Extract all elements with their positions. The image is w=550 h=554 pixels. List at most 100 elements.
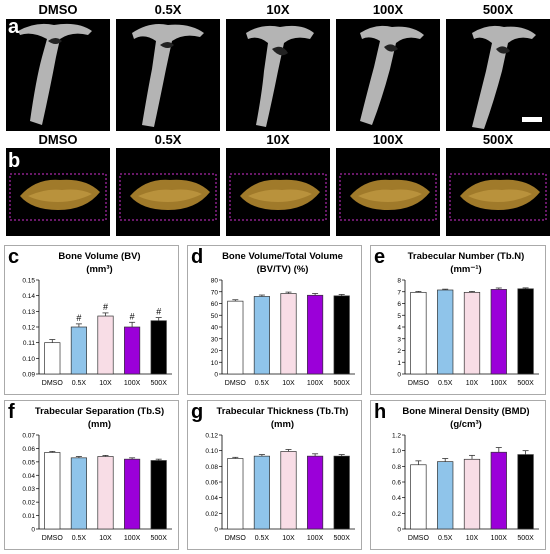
y-tick-label: 6 <box>397 301 401 308</box>
y-tick-label: 4 <box>397 325 401 332</box>
row-b-label-1: 0.5X <box>154 132 182 147</box>
x-tick-label: 0.5X <box>438 535 453 542</box>
x-tick-label: 0.5X <box>72 380 87 387</box>
y-tick-label: 0.02 <box>22 500 35 507</box>
x-tick-label: 10X <box>282 380 295 387</box>
panel-letter-f: f <box>8 401 15 423</box>
bone-section-shape <box>246 25 314 127</box>
bar-0.5X <box>437 289 454 375</box>
bone-section-shape <box>472 25 536 129</box>
x-tick-label: DMSO <box>42 380 64 387</box>
y-tick-label: 0 <box>31 527 35 534</box>
row-b-label-4: 500X <box>482 132 514 147</box>
bar-10X <box>280 451 297 530</box>
x-tick-label: DMSO <box>408 535 430 542</box>
y-tick-label: 0.05 <box>22 459 35 466</box>
x-tick-label: 0.5X <box>255 535 270 542</box>
bar-0.5X <box>437 461 454 530</box>
panel-letter-a: a <box>8 16 20 38</box>
bar-10X <box>97 315 114 375</box>
chart-subtitle: (mm) <box>270 419 295 430</box>
x-tick-label: 100X <box>307 380 324 387</box>
chart-title: Bone Volume (BV) <box>58 251 141 262</box>
y-tick-label: 1.2 <box>392 433 401 440</box>
x-tick-label: 500X <box>517 535 534 542</box>
y-tick-label: 3 <box>397 336 401 343</box>
bar-500X <box>517 288 534 375</box>
chart-subtitle: (mm) <box>87 419 112 430</box>
panel-letter-b: b <box>8 150 21 172</box>
x-tick-label: 500X <box>334 380 351 387</box>
y-tick-label: 50 <box>211 313 219 320</box>
y-tick-label: 0 <box>214 527 218 534</box>
y-tick-label: 1 <box>397 360 401 367</box>
chart-title: Bone Volume/Total Volume <box>222 251 343 262</box>
y-tick-label: 0.12 <box>22 325 35 332</box>
3d-render-image-0 <box>6 148 110 236</box>
marrow-cavity <box>384 44 398 52</box>
chart-svg-f: 0 0.01 0.02 0.03 0.04 0.05 0.06 0.07 DMSO 0.5X 10X… <box>22 433 172 542</box>
marrow-cavity <box>160 42 174 48</box>
3d-render-image-4 <box>446 148 550 236</box>
x-tick-label: DMSO <box>408 380 430 387</box>
bar-DMSO <box>410 464 427 530</box>
chart-panel-f: f Trabecular Separation (Tb.S) (mm) 0 0.01 0.… <box>4 400 179 550</box>
x-tick-label: 500X <box>151 380 168 387</box>
x-tick-label: DMSO <box>225 380 247 387</box>
bar-0.5X <box>253 455 270 530</box>
bounding-box <box>339 173 437 221</box>
y-tick-label: 0 <box>397 372 401 379</box>
bar-500X <box>517 454 534 530</box>
y-tick-label: 0.04 <box>205 495 218 502</box>
panel-letter-g: g <box>191 401 204 423</box>
x-tick-label: 500X <box>517 380 534 387</box>
significance-mark: # <box>156 307 161 317</box>
bar-100X <box>490 289 507 375</box>
bar-10X <box>463 291 481 375</box>
bone-section-shape <box>360 25 424 125</box>
panel-letter-h: h <box>374 401 387 423</box>
3d-render-image-3 <box>336 148 440 236</box>
chart-subtitle: (mm³) <box>86 264 113 275</box>
bounding-box <box>449 173 547 221</box>
y-tick-label: 2 <box>397 348 401 355</box>
y-tick-label: 0.12 <box>205 433 218 440</box>
bar-500X <box>333 455 350 530</box>
y-tick-label: 1.0 <box>392 448 401 455</box>
3d-render-image-1 <box>116 148 220 236</box>
chart-panel-e: e Trabecular Number (Tb.N) (mm⁻¹) 0 1 2 3 4 5 6 7 8… <box>370 245 546 395</box>
bar-DMSO <box>227 300 244 375</box>
y-tick-label: 5 <box>397 313 401 320</box>
ct-section-image-2 <box>226 19 330 131</box>
y-tick-label: 7 <box>397 289 401 296</box>
marrow-cavity <box>48 38 62 44</box>
bar-DMSO <box>44 342 61 375</box>
y-tick-label: 0.09 <box>22 372 35 379</box>
chart-svg-c: 0.09 0.10 0.11 0.12 0.13 0.14 0.15 DMSO #0.5X #10… <box>22 278 172 387</box>
x-tick-label: 100X <box>307 535 324 542</box>
bounding-box <box>119 173 217 221</box>
y-tick-label: 70 <box>211 289 219 296</box>
bar-100X <box>307 294 324 375</box>
x-tick-label: 100X <box>491 380 508 387</box>
y-tick-label: 0 <box>397 527 401 534</box>
bar-100X <box>124 458 141 530</box>
x-tick-label: 100X <box>491 535 508 542</box>
y-tick-label: 0.14 <box>22 293 35 300</box>
x-tick-label: 10X <box>282 535 295 542</box>
chart-title: Trabecular Number (Tb.N) <box>407 251 525 262</box>
chart-subtitle: (BV/TV) (%) <box>256 264 309 275</box>
bar-0.5X <box>70 457 87 530</box>
chart-title: Trabecular Separation (Tb.S) <box>34 406 165 417</box>
bar-10X <box>97 456 114 530</box>
bone-section-shape <box>18 23 92 125</box>
chart-subtitle: (g/cm³) <box>450 419 482 430</box>
significance-mark: # <box>76 313 81 323</box>
panel-letter-d: d <box>191 246 204 268</box>
bar-DMSO <box>227 458 244 530</box>
bar-10X <box>280 293 297 375</box>
bar-500X <box>333 295 350 375</box>
x-tick-label: 100X <box>124 380 141 387</box>
row-a-label-4: 500X <box>482 2 514 17</box>
bar-100X <box>307 455 324 530</box>
